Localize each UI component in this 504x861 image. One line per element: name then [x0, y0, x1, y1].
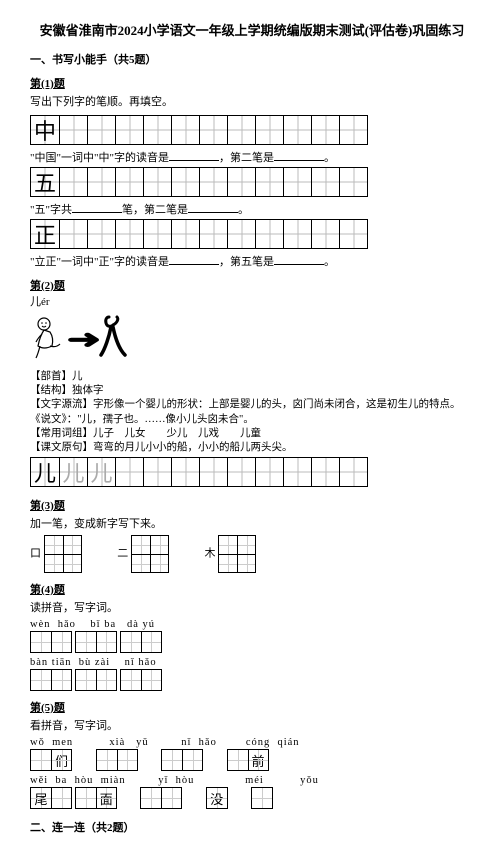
answer-grid[interactable]: 们	[30, 749, 72, 771]
q2-grid: 儿 儿 儿	[30, 457, 368, 487]
section-1-heading: 一、书写小能手（共5题）	[30, 51, 474, 67]
q3-char-1: 口	[30, 548, 41, 560]
pairs-value: 儿子 儿女 少儿 儿戏 儿童	[93, 428, 261, 439]
given-char: 面	[97, 788, 116, 808]
glyph-zheng: 正	[31, 220, 59, 248]
er-illustration: ➜	[30, 313, 474, 366]
given-char: 们	[52, 750, 71, 770]
answer-grid[interactable]	[218, 535, 256, 573]
pairs-label: 【常用词组】	[30, 428, 93, 439]
glyph-er-trace: 儿	[60, 458, 87, 486]
blank[interactable]	[274, 150, 324, 161]
pinyin-line: wěi ba hòu miàn yǐ hòu méi yǒu	[30, 775, 474, 786]
q4-row-1: wèn hǎo bǐ ba dà yú	[30, 619, 474, 653]
er-glyph-icon	[99, 313, 127, 366]
q1-prompt: 写出下列字的笔顺。再填空。	[30, 93, 474, 109]
answer-grid[interactable]	[96, 749, 138, 771]
blank[interactable]	[274, 254, 324, 265]
q1-grid-zhong: 中	[30, 115, 368, 145]
answer-grid[interactable]	[30, 669, 72, 691]
answer-grid[interactable]: 面	[75, 787, 117, 809]
q4-label: 第(4)题	[30, 581, 474, 597]
q1-sentence-1: "中国"一词中"中"字的读音是，第二笔是。	[30, 149, 474, 165]
q1-s3b: ，第五笔是	[219, 256, 274, 268]
q5-row-1: wǒ men xià yǔ nǐ hǎo cóng qián 们 前	[30, 737, 474, 771]
answer-grid[interactable]	[251, 787, 273, 809]
q1-grid-wu: 五	[30, 167, 368, 197]
answer-grid[interactable]	[44, 535, 82, 573]
q1-sentence-2: "五"字共笔，第二笔是。	[30, 201, 474, 217]
glyph-zhong: 中	[31, 116, 59, 144]
blank[interactable]	[188, 202, 238, 213]
q1-s1b: ，第二笔是	[219, 152, 274, 164]
q2-meta: 【部首】儿 【结构】独体字 【文字源流】字形像一个婴儿的形状：上部是婴儿的头，囟…	[30, 370, 474, 455]
radical-label: 【部首】	[30, 371, 72, 382]
q1-s2b: 笔，第二笔是	[122, 204, 188, 216]
q3-char-3: 木	[205, 548, 216, 560]
q5-prompt: 看拼音，写字词。	[30, 717, 474, 733]
answer-grid[interactable]	[120, 631, 162, 653]
pinyin-line: bàn tiān bù zài nǐ hǎo	[30, 657, 474, 668]
q3-label: 第(3)题	[30, 497, 474, 513]
section-2-heading: 二、连一连（共2题）	[30, 819, 474, 835]
q3-prompt: 加一笔，变成新字写下来。	[30, 515, 474, 531]
given-char: 没	[207, 788, 227, 808]
answer-grid[interactable]	[120, 669, 162, 691]
answer-grid[interactable]: 没	[206, 787, 228, 809]
page-title: 安徽省淮南市2024小学语文一年级上学期统编版期末测试(评估卷)巩固练习	[30, 20, 474, 39]
q1-s1a: "中国"一词中"中"字的读音是	[30, 152, 169, 164]
q4-prompt: 读拼音，写字词。	[30, 599, 474, 615]
glyph-wu: 五	[31, 168, 59, 196]
given-char: 尾	[31, 788, 51, 808]
pinyin-line: wèn hǎo bǐ ba dà yú	[30, 619, 474, 630]
q3-row: 口 二 木	[30, 535, 474, 573]
answer-grid[interactable]: 尾	[30, 787, 72, 809]
q1-sentence-3: "立正"一词中"正"字的读音是，第五笔是。	[30, 253, 474, 269]
answer-grid[interactable]: 前	[227, 749, 269, 771]
answer-grid[interactable]	[161, 749, 203, 771]
answer-grid[interactable]	[75, 631, 117, 653]
glyph-er-trace: 儿	[88, 458, 115, 486]
blank[interactable]	[169, 150, 219, 161]
q1-grid-zheng: 正	[30, 219, 368, 249]
answer-grid[interactable]	[131, 535, 169, 573]
glyph-er: 儿	[31, 458, 59, 486]
struct-value: 独体字	[72, 385, 104, 396]
struct-label: 【结构】	[30, 385, 72, 396]
blank[interactable]	[72, 202, 122, 213]
q2-label: 第(2)题	[30, 277, 474, 293]
blank[interactable]	[169, 254, 219, 265]
answer-grid[interactable]	[140, 787, 182, 809]
given-char: 前	[249, 750, 268, 770]
sentence-label: 【课文原句】	[30, 442, 93, 453]
sentence-value: 弯弯的月儿小小的船，小小的船儿两头尖。	[93, 442, 293, 453]
q1-s3a: "立正"一词中"正"字的读音是	[30, 256, 169, 268]
answer-grid[interactable]	[30, 631, 72, 653]
origin-value: 字形像一个婴儿的形状：上部是婴儿的头，囟门尚未闭合，这是初生儿的特点。《说文》：…	[30, 399, 461, 424]
q2-heading: 儿ér	[30, 293, 474, 309]
answer-grid[interactable]	[75, 669, 117, 691]
q3-char-2: 二	[117, 548, 128, 560]
origin-label: 【文字源流】	[30, 399, 93, 410]
q5-row-2: wěi ba hòu miàn yǐ hòu méi yǒu 尾 面 没	[30, 775, 474, 809]
pinyin-line: wǒ men xià yǔ nǐ hǎo cóng qián	[30, 737, 474, 748]
q1-s2a: "五"字共	[30, 204, 72, 216]
radical-value: 儿	[72, 371, 83, 382]
baby-icon	[30, 316, 68, 363]
q1-label: 第(1)题	[30, 75, 474, 91]
q4-row-2: bàn tiān bù zài nǐ hǎo	[30, 657, 474, 691]
arrow-icon: ➜	[66, 325, 101, 355]
